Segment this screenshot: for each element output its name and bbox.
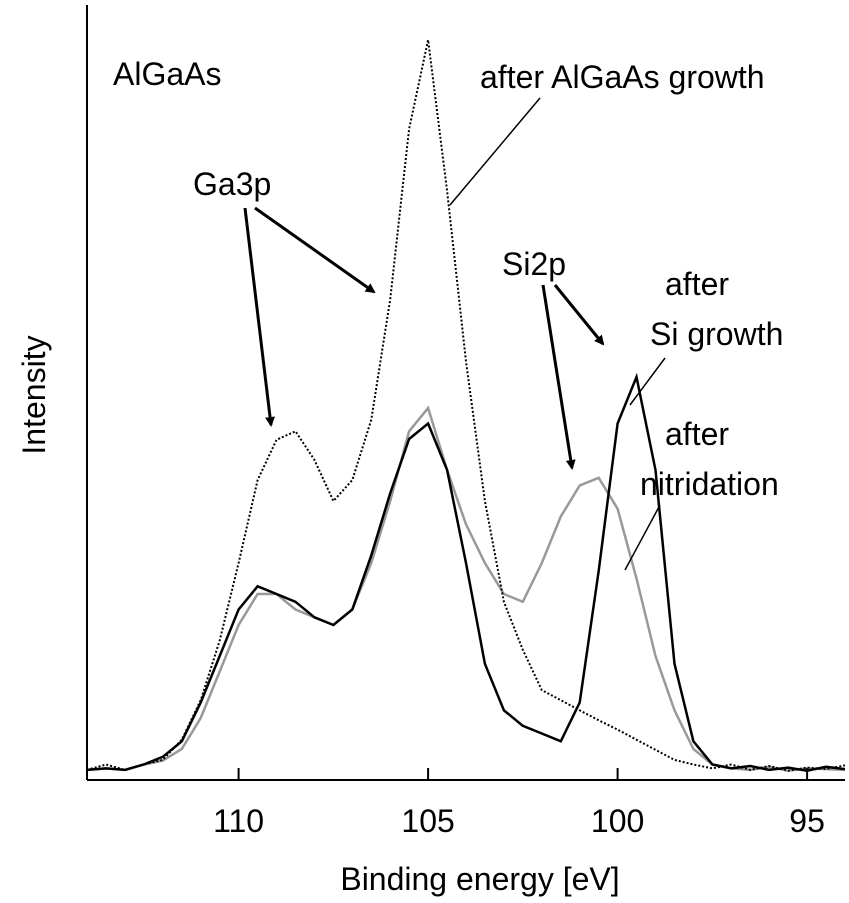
arrow (243, 207, 276, 427)
annotation: after (665, 266, 729, 302)
series-line (86, 39, 846, 772)
arrow (541, 284, 576, 470)
leader-line (629, 357, 666, 406)
annotation: Si growth (650, 316, 783, 352)
x-axis-title: Binding energy [eV] (340, 861, 619, 897)
arrow (254, 206, 376, 294)
annotation: AlGaAs (113, 56, 221, 92)
x-tick-label: 105 (401, 803, 454, 839)
series-line (86, 405, 846, 772)
annotation: after AlGaAs growth (480, 59, 765, 95)
leader-line (449, 97, 541, 206)
leader-line (624, 504, 661, 571)
x-tick-label: 95 (789, 803, 825, 839)
arrow (553, 284, 605, 346)
series-line (86, 372, 846, 772)
annotation: nitridation (640, 466, 779, 502)
annotation: Si2p (502, 246, 566, 282)
annotation: Ga3p (193, 166, 271, 202)
x-tick-label: 100 (591, 803, 644, 839)
y-axis-title: Intensity (16, 335, 52, 454)
annotation: after (665, 416, 729, 452)
x-tick-label: 110 (213, 803, 264, 839)
